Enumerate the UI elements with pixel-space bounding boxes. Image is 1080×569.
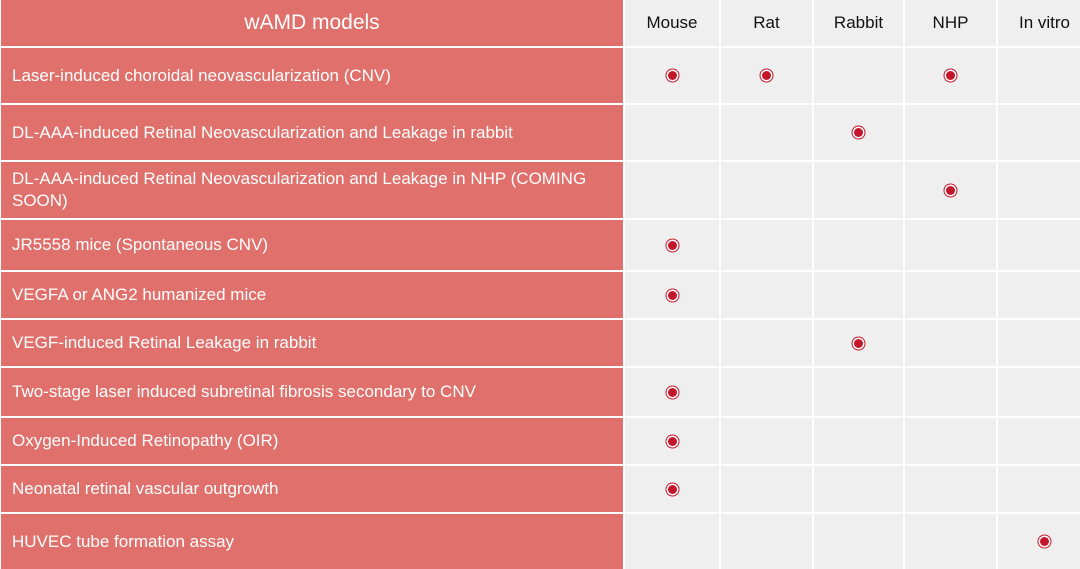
model-name-cell: VEGF-induced Retinal Leakage in rabbit <box>1 320 623 366</box>
availability-dot-icon <box>667 240 677 250</box>
availability-dot-icon <box>667 436 677 446</box>
availability-cell-rat <box>721 105 812 160</box>
availability-cell-nhp <box>905 48 996 103</box>
availability-cell-in-vitro <box>998 418 1080 464</box>
availability-cell-rabbit <box>814 514 903 569</box>
model-name-cell: DL-AAA-induced Retinal Neovascularizatio… <box>1 162 623 218</box>
availability-cell-rabbit <box>814 220 903 270</box>
availability-cell-in-vitro <box>998 48 1080 103</box>
availability-dot-icon <box>667 387 677 397</box>
column-header-in-vitro: In vitro <box>998 0 1080 46</box>
availability-cell-mouse <box>625 272 719 318</box>
column-header-rat: Rat <box>721 0 812 46</box>
availability-cell-in-vitro <box>998 320 1080 366</box>
availability-cell-rat <box>721 162 812 218</box>
availability-dot-icon <box>1040 537 1049 546</box>
availability-cell-in-vitro <box>998 105 1080 160</box>
availability-cell-rat <box>721 48 812 103</box>
availability-cell-nhp <box>905 320 996 366</box>
availability-cell-rat <box>721 368 812 416</box>
availability-cell-rat <box>721 514 812 569</box>
availability-cell-rabbit <box>814 466 903 512</box>
availability-cell-rat <box>721 418 812 464</box>
availability-cell-rabbit <box>814 320 903 366</box>
model-name-cell: Laser-induced choroidal neovascularizati… <box>1 48 623 103</box>
availability-cell-rat <box>721 272 812 318</box>
availability-cell-mouse <box>625 48 719 103</box>
availability-cell-mouse <box>625 418 719 464</box>
availability-cell-nhp <box>905 418 996 464</box>
column-header-mouse: Mouse <box>625 0 719 46</box>
availability-cell-nhp <box>905 162 996 218</box>
model-name-cell: DL-AAA-induced Retinal Neovascularizatio… <box>1 105 623 160</box>
availability-cell-rabbit <box>814 418 903 464</box>
availability-cell-nhp <box>905 368 996 416</box>
model-name-cell: VEGFA or ANG2 humanized mice <box>1 272 623 318</box>
availability-cell-mouse <box>625 162 719 218</box>
model-name-cell: HUVEC tube formation assay <box>1 514 623 569</box>
column-header-nhp: NHP <box>905 0 996 46</box>
availability-cell-in-vitro <box>998 162 1080 218</box>
availability-cell-mouse <box>625 368 719 416</box>
availability-cell-mouse <box>625 220 719 270</box>
availability-cell-nhp <box>905 220 996 270</box>
availability-cell-nhp <box>905 514 996 569</box>
availability-cell-rabbit <box>814 368 903 416</box>
availability-cell-in-vitro <box>998 368 1080 416</box>
availability-dot-icon <box>854 128 863 137</box>
availability-dot-icon <box>946 185 955 195</box>
column-header-rabbit: Rabbit <box>814 0 903 46</box>
availability-dot-icon <box>946 71 955 80</box>
availability-dot-icon <box>667 290 677 300</box>
availability-cell-in-vitro <box>998 220 1080 270</box>
availability-dot-icon <box>667 71 677 80</box>
availability-cell-rat <box>721 466 812 512</box>
model-name-cell: Neonatal retinal vascular outgrowth <box>1 466 623 512</box>
availability-cell-rabbit <box>814 105 903 160</box>
availability-cell-nhp <box>905 105 996 160</box>
model-name-cell: Two-stage laser induced subretinal fibro… <box>1 368 623 416</box>
availability-cell-mouse <box>625 466 719 512</box>
availability-cell-rabbit <box>814 162 903 218</box>
table-title: wAMD models <box>1 0 623 46</box>
model-name-cell: JR5558 mice (Spontaneous CNV) <box>1 220 623 270</box>
availability-cell-mouse <box>625 514 719 569</box>
availability-cell-in-vitro <box>998 272 1080 318</box>
availability-cell-mouse <box>625 320 719 366</box>
availability-cell-nhp <box>905 272 996 318</box>
model-name-cell: Oxygen-Induced Retinopathy (OIR) <box>1 418 623 464</box>
availability-cell-rabbit <box>814 272 903 318</box>
availability-cell-mouse <box>625 105 719 160</box>
availability-cell-rabbit <box>814 48 903 103</box>
availability-dot-icon <box>667 484 677 494</box>
availability-cell-in-vitro <box>998 514 1080 569</box>
availability-dot-icon <box>762 71 771 80</box>
availability-cell-nhp <box>905 466 996 512</box>
availability-cell-rat <box>721 220 812 270</box>
availability-cell-in-vitro <box>998 466 1080 512</box>
availability-dot-icon <box>854 338 863 348</box>
availability-cell-rat <box>721 320 812 366</box>
